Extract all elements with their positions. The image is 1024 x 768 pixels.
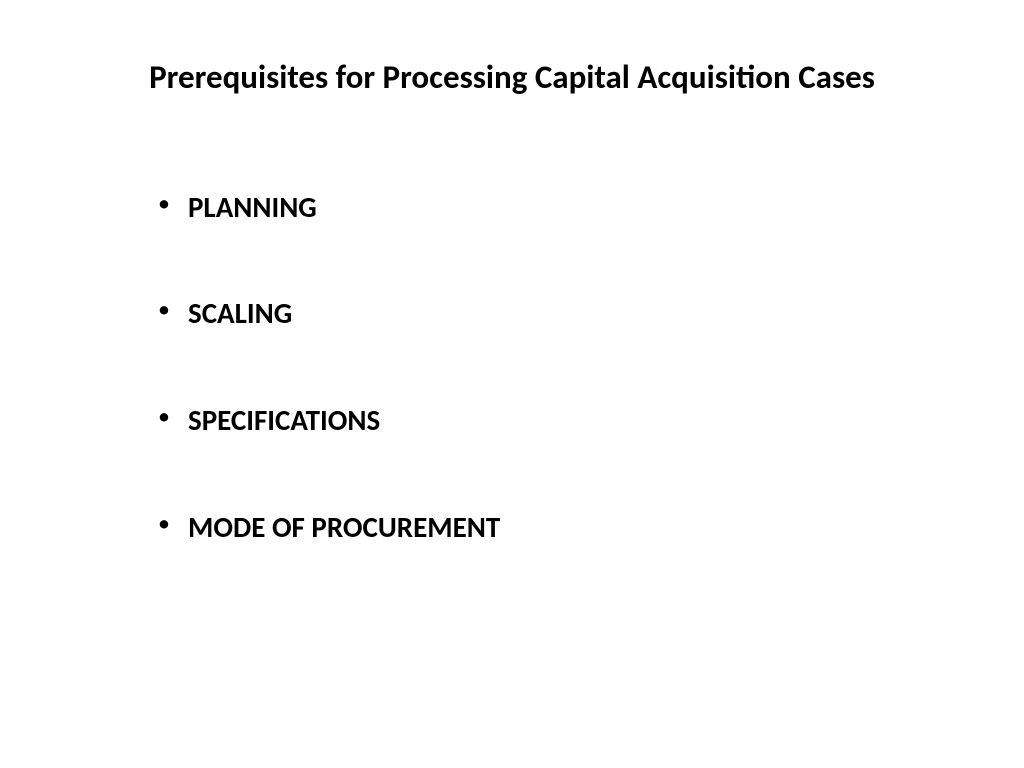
list-item: PLANNING (158, 190, 914, 225)
list-item: SPECIFICATIONS (158, 403, 914, 438)
bullet-list: PLANNING SCALING SPECIFICATIONS MODE OF … (110, 190, 914, 545)
slide-container: Prerequisites for Processing Capital Acq… (0, 0, 1024, 768)
slide-title: Prerequisites for Processing Capital Acq… (110, 55, 914, 100)
list-item: MODE OF PROCUREMENT (158, 510, 914, 545)
list-item: SCALING (158, 296, 914, 331)
